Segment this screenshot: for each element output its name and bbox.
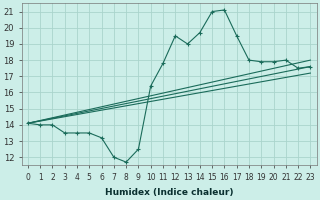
X-axis label: Humidex (Indice chaleur): Humidex (Indice chaleur) <box>105 188 233 197</box>
